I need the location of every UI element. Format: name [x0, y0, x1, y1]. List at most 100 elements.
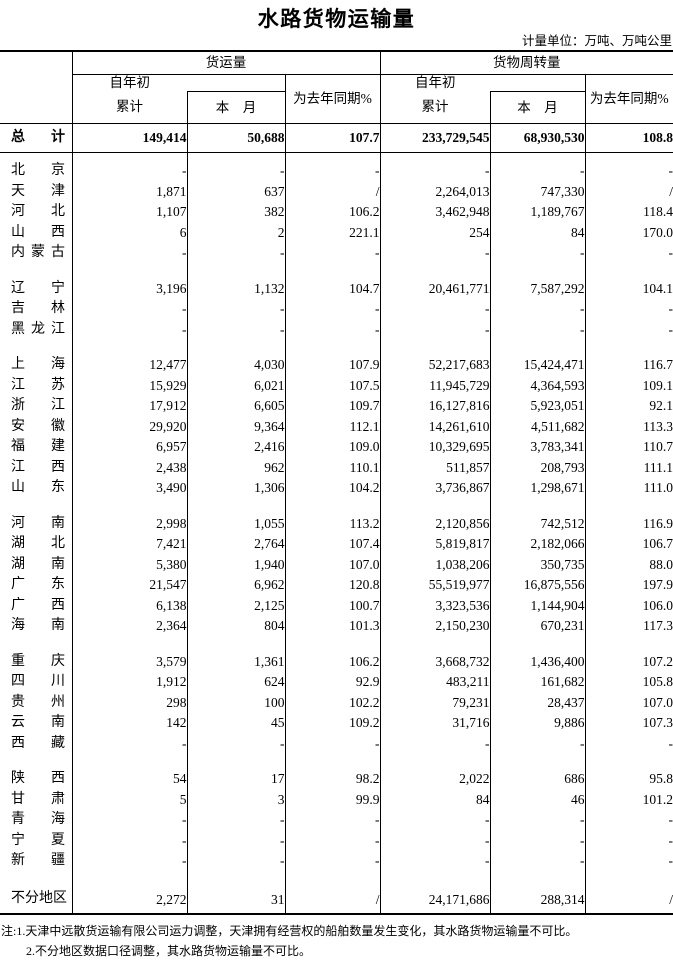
value-cell: -: [284, 243, 381, 264]
this-month-header: 本 月: [489, 91, 586, 124]
region-cell: 新 疆: [0, 851, 73, 872]
value-cell: 55,519,977: [379, 575, 491, 596]
table-row: 湖 南 5,380 1,940 107.0 1,038,206 350,735 88.0: [0, 554, 673, 575]
region-cell: 重 庆: [0, 651, 73, 672]
value-cell: 5: [71, 789, 187, 810]
value-cell: -: [71, 243, 187, 264]
value-cell: -: [584, 851, 673, 872]
region-label: 安 徽: [11, 418, 65, 434]
value-cell: 6: [71, 222, 187, 243]
value-cell: 15,424,471: [489, 355, 586, 376]
table-row: 江 苏 15,929 6,021 107.5 11,945,729 4,364,593 10…: [0, 375, 673, 396]
region-cell: 四 川: [0, 672, 73, 693]
page-title: 水路货物运输量: [257, 7, 416, 31]
region-label: 不分地区: [11, 891, 67, 907]
value-cell: 106.2: [284, 651, 381, 672]
value-cell: 221.1: [284, 222, 381, 243]
region-cell: 天 津: [0, 181, 73, 202]
value-cell: -: [284, 161, 381, 182]
spacer-cell: [584, 754, 673, 769]
value-cell: -: [379, 851, 491, 872]
region-cell: 陕 西: [0, 769, 73, 790]
spacer-cell: [284, 754, 381, 769]
value-cell: 3,462,948: [379, 202, 491, 223]
value-cell: 116.9: [584, 513, 673, 534]
region-label: 北 京: [11, 163, 65, 179]
table-row: 黑龙江 - - - - - -: [0, 319, 673, 340]
region-cell: 广 西: [0, 595, 73, 616]
since-start-header: 自年初: [379, 74, 491, 92]
region-label: 广 西: [11, 597, 65, 613]
spacer-cell: [584, 340, 673, 355]
value-cell: 84: [489, 222, 586, 243]
value-cell: 670,231: [489, 616, 586, 637]
value-cell: 686: [489, 769, 586, 790]
region-cell: 黑龙江: [0, 319, 73, 340]
value-cell: -: [379, 733, 491, 754]
spacer-cell: [379, 754, 491, 769]
value-cell: 1,361: [186, 651, 285, 672]
region-label: 吉 林: [11, 301, 65, 317]
value-cell: 118.4: [584, 202, 673, 223]
region-cell: 湖 南: [0, 554, 73, 575]
region-cell: 贵 州: [0, 692, 73, 713]
value-cell: 15,929: [71, 375, 187, 396]
value-cell: 637: [186, 181, 285, 202]
value-cell: 111.0: [584, 478, 673, 499]
value-cell: 108.8: [584, 123, 673, 153]
value-cell: 99.9: [284, 789, 381, 810]
value-cell: -: [71, 733, 187, 754]
value-cell: 1,038,206: [379, 554, 491, 575]
value-cell: 1,871: [71, 181, 187, 202]
spacer-row: [0, 263, 673, 279]
region-label: 山 西: [11, 224, 65, 240]
spacer-cell: [284, 340, 381, 355]
value-cell: -: [71, 299, 187, 320]
value-cell: -: [489, 299, 586, 320]
spacer-cell: [71, 152, 187, 161]
region-label: 上 海: [11, 357, 65, 373]
value-cell: 107.3: [584, 713, 673, 734]
spacer-row: [0, 754, 673, 769]
table-row: 重 庆 3,579 1,361 106.2 3,668,732 1,436,400 107.…: [0, 651, 673, 672]
region-cell: 湖 北: [0, 534, 73, 555]
region-cell: 山 西: [0, 222, 73, 243]
spacer-cell: [186, 340, 285, 355]
value-cell: 7,587,292: [489, 278, 586, 299]
value-cell: -: [71, 319, 187, 340]
spacer-cell: [186, 263, 285, 279]
value-cell: 113.3: [584, 416, 673, 437]
value-cell: /: [584, 886, 673, 914]
footnote-line-1: 注:1.天津中远散货运输有限公司运力调整，天津拥有经营权的船舶数量发生变化，其水…: [1, 923, 578, 938]
value-cell: 11,945,729: [379, 375, 491, 396]
value-cell: -: [489, 319, 586, 340]
cumulative-header: 累计: [116, 99, 143, 115]
value-cell: 117.3: [584, 616, 673, 637]
table-row: 河 北 1,107 382 106.2 3,462,948 1,189,767 118.4: [0, 202, 673, 223]
region-cell: 总 计: [0, 123, 73, 153]
value-cell: 9,364: [186, 416, 285, 437]
value-cell: -: [284, 851, 381, 872]
spacer-cell: [379, 263, 491, 279]
value-cell: 16,127,816: [379, 396, 491, 417]
value-cell: 1,144,904: [489, 595, 586, 616]
value-cell: 45: [186, 713, 285, 734]
spacer-cell: [0, 263, 73, 279]
value-cell: 116.7: [584, 355, 673, 376]
spacer-cell: [186, 152, 285, 161]
since-start-header: 自年初: [109, 75, 151, 91]
header-row-lower: 累计 本 月 累计 本 月: [0, 91, 673, 124]
value-cell: 2,364: [71, 616, 187, 637]
region-label: 贵 州: [11, 694, 65, 710]
value-cell: 24,171,686: [379, 886, 491, 914]
value-cell: 483,211: [379, 672, 491, 693]
region-cell: 河 北: [0, 202, 73, 223]
value-cell: -: [71, 851, 187, 872]
region-label: 福 建: [11, 439, 65, 455]
spacer-cell: [71, 340, 187, 355]
spacer-cell: [379, 871, 491, 887]
table-row: 辽 宁 3,196 1,132 104.7 20,461,771 7,587,292 104…: [0, 278, 673, 299]
region-cell: 不分地区: [0, 886, 73, 914]
value-cell: 2: [186, 222, 285, 243]
